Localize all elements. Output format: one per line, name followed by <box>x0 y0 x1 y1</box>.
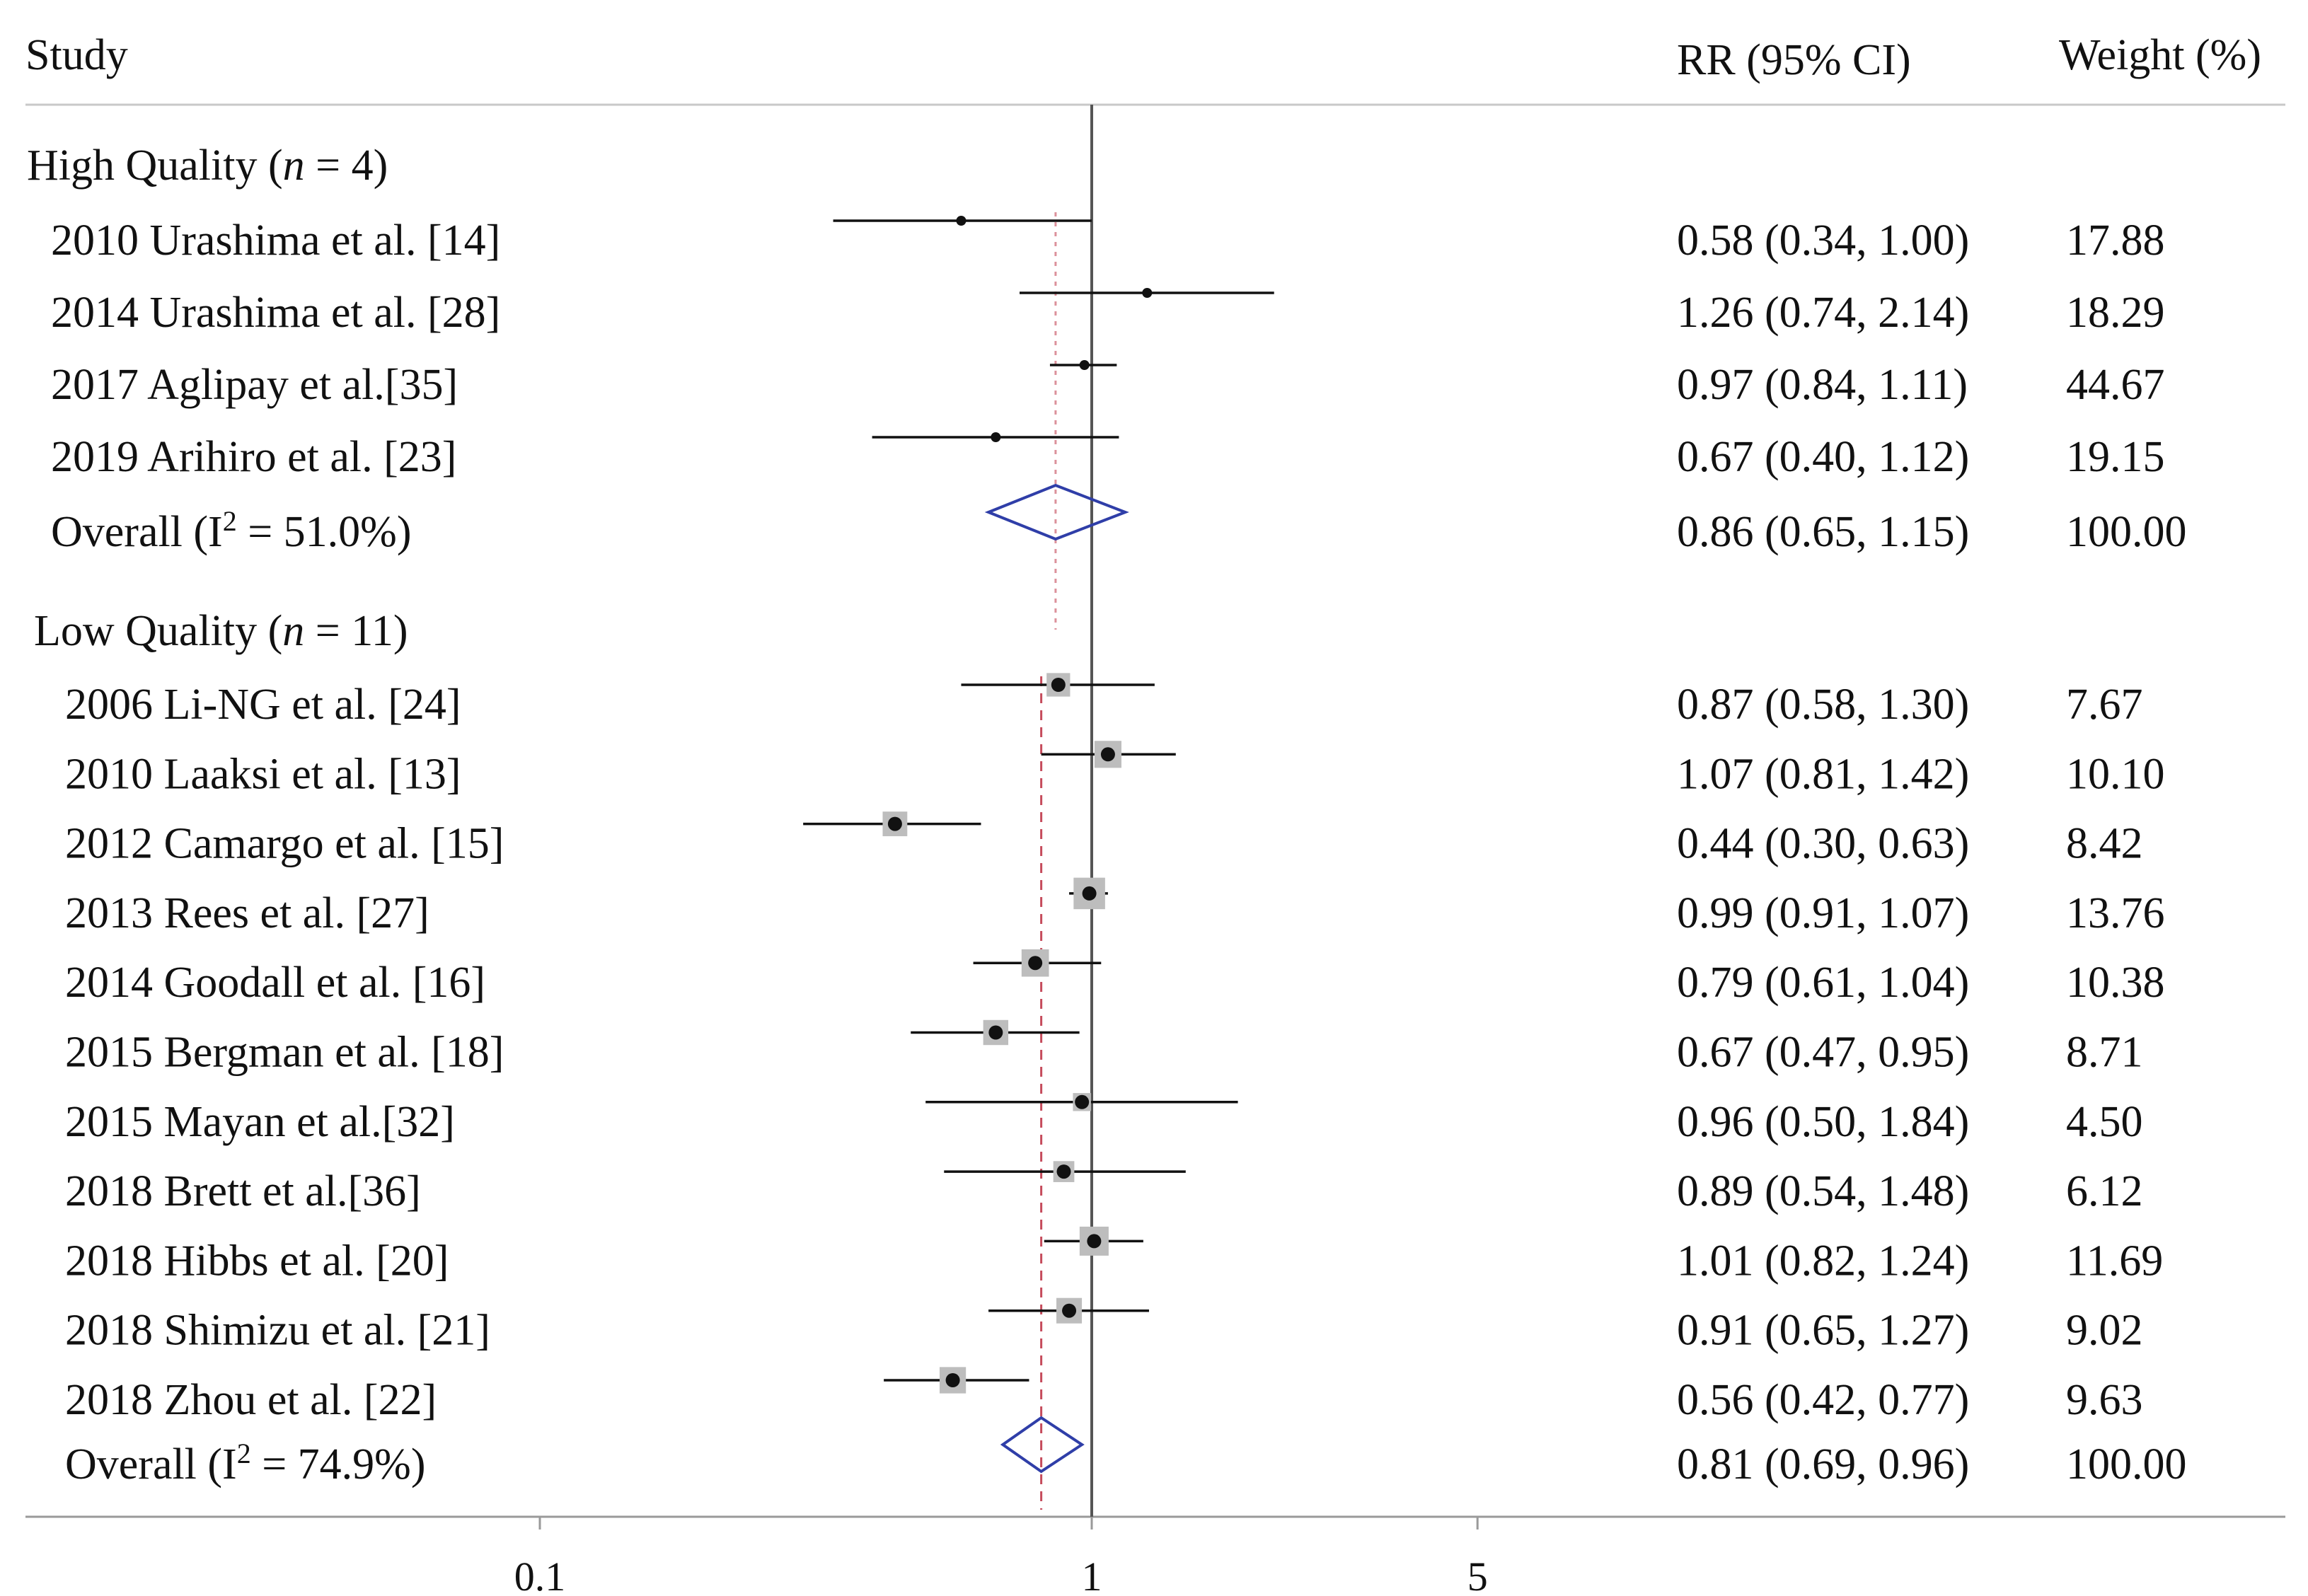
point-estimate <box>1075 1094 1090 1109</box>
weight-value: 4.50 <box>2066 1098 2143 1146</box>
rr-value: 0.67 (0.47, 0.95) <box>1677 1029 1969 1077</box>
rr-value: 0.96 (0.50, 1.84) <box>1677 1098 1969 1146</box>
study-rows: High Quality (n = 4) 2010 Urashima et al.… <box>27 141 2187 1488</box>
weight-value: 17.88 <box>2066 216 2165 265</box>
weight-value: 44.67 <box>2066 361 2165 409</box>
header-weight: Weight (%) <box>2059 31 2261 79</box>
pooled-line-layer <box>1040 212 1057 1510</box>
x-tick-label: 5 <box>1467 1554 1488 1596</box>
rr-value: 0.99 (0.91, 1.07) <box>1677 889 1969 937</box>
overall-rr-value: 0.81 (0.69, 0.96) <box>1677 1440 1969 1488</box>
group-title: High Quality (n = 4) <box>27 141 388 190</box>
study-label: 2010 Laaksi et al. [13] <box>65 750 461 798</box>
study-label: 2014 Urashima et al. [28] <box>51 289 500 337</box>
point-estimate <box>1051 678 1066 692</box>
weight-value: 8.42 <box>2066 820 2143 868</box>
study-label: 2018 Brett et al.[36] <box>65 1167 421 1215</box>
weight-value: 13.76 <box>2066 889 2165 937</box>
point-estimate <box>945 1373 960 1387</box>
rr-value: 0.97 (0.84, 1.11) <box>1677 361 1968 409</box>
weight-value: 10.38 <box>2066 959 2165 1007</box>
point-estimate <box>988 1025 1003 1040</box>
weight-value: 7.67 <box>2066 681 2143 729</box>
rr-value: 0.87 (0.58, 1.30) <box>1677 681 1969 729</box>
rr-value: 1.07 (0.81, 1.42) <box>1677 750 1969 798</box>
overall-label: Overall (I2 = 74.9%) <box>65 1438 425 1489</box>
weight-value: 9.63 <box>2066 1376 2143 1424</box>
study-label: 2015 Bergman et al. [18] <box>65 1029 504 1077</box>
rr-value: 0.89 (0.54, 1.48) <box>1677 1167 1969 1215</box>
weight-value: 6.12 <box>2066 1167 2143 1215</box>
point-estimate <box>1100 747 1115 762</box>
overall-weight-value: 100.00 <box>2066 508 2187 556</box>
x-tick-label: 1 <box>1082 1554 1102 1596</box>
point-estimate <box>887 816 902 831</box>
pooled-diamond <box>984 483 1129 541</box>
rr-value: 1.26 (0.74, 2.14) <box>1677 289 1969 337</box>
rr-value: 0.44 (0.30, 0.63) <box>1677 820 1969 868</box>
study-label: 2018 Zhou et al. [22] <box>65 1376 437 1424</box>
overall-rr-value: 0.86 (0.65, 1.15) <box>1677 508 1969 556</box>
rr-value: 0.79 (0.61, 1.04) <box>1677 959 1969 1007</box>
point-estimate <box>1028 956 1043 971</box>
study-label: 2017 Aglipay et al.[35] <box>51 361 458 409</box>
weight-value: 19.15 <box>2066 433 2165 481</box>
study-label: 2018 Hibbs et al. [20] <box>65 1237 449 1285</box>
rr-value: 1.01 (0.82, 1.24) <box>1677 1237 1969 1285</box>
rr-value: 0.67 (0.40, 1.12) <box>1677 433 1969 481</box>
point-estimate <box>1142 288 1153 298</box>
study-label: 2014 Goodall et al. [16] <box>65 959 485 1007</box>
rr-value: 0.91 (0.65, 1.27) <box>1677 1307 1969 1355</box>
group-title: Low Quality (n = 11) <box>34 607 408 655</box>
point-estimate <box>1056 1164 1071 1179</box>
overall-weight-value: 100.00 <box>2066 1440 2187 1488</box>
study-label: 2006 Li-NG et al. [24] <box>65 681 461 729</box>
pooled-diamond <box>1000 1416 1085 1474</box>
weight-value: 9.02 <box>2066 1307 2143 1355</box>
study-label: 2015 Mayan et al.[32] <box>65 1098 455 1146</box>
study-label: 2010 Urashima et al. [14] <box>51 216 500 265</box>
rr-value: 0.56 (0.42, 0.77) <box>1677 1376 1969 1424</box>
study-label: 2012 Camargo et al. [15] <box>65 820 504 868</box>
header-rr: RR (95% CI) <box>1677 36 1911 84</box>
weight-value: 18.29 <box>2066 289 2165 337</box>
x-tick-label: 0.1 <box>514 1554 566 1596</box>
point-estimate <box>1079 360 1090 370</box>
x-ticks: 0.1 1 5 <box>514 1517 1488 1596</box>
rr-value: 0.58 (0.34, 1.00) <box>1677 216 1969 265</box>
weight-value: 11.69 <box>2066 1237 2163 1285</box>
point-estimate <box>1087 1234 1102 1249</box>
point-estimate <box>1082 886 1097 901</box>
point-estimate <box>991 432 1001 442</box>
header-study: Study <box>25 31 128 79</box>
weight-value: 10.10 <box>2066 750 2165 798</box>
point-estimate <box>1062 1303 1077 1318</box>
study-label: 2018 Shimizu et al. [21] <box>65 1307 490 1355</box>
study-label: 2013 Rees et al. [27] <box>65 889 429 937</box>
point-estimate <box>956 216 967 226</box>
weight-value: 8.71 <box>2066 1029 2143 1077</box>
overall-label: Overall (I2 = 51.0%) <box>51 505 411 557</box>
study-label: 2019 Arihiro et al. [23] <box>51 433 456 481</box>
